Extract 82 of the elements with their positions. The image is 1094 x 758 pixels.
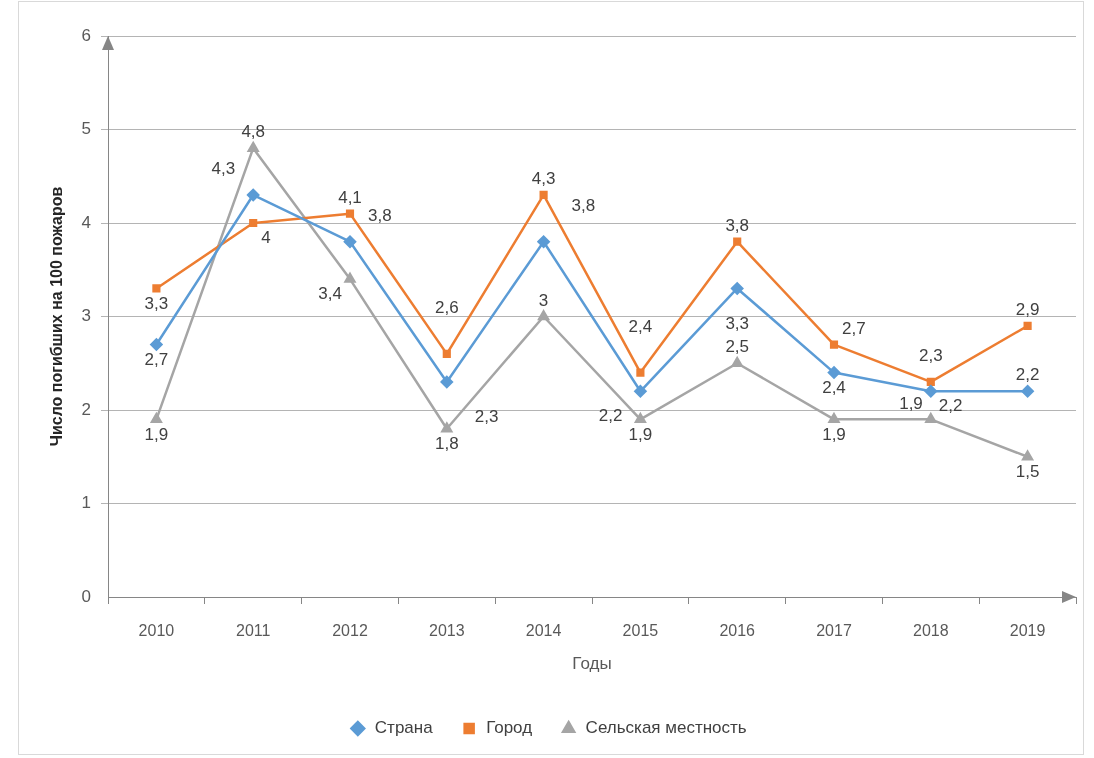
data-label: 1,8 [434, 433, 459, 453]
data-label: 3 [538, 290, 549, 310]
data-label: 3,4 [318, 284, 342, 304]
data-label: 3,8 [725, 215, 750, 235]
data-label: 1,9 [899, 393, 923, 413]
y-tick-label: 1 [81, 493, 91, 513]
point [1022, 450, 1034, 461]
point [925, 413, 937, 424]
point [924, 385, 938, 398]
x-tick-label: 2015 [622, 622, 659, 640]
data-label: 2,5 [725, 337, 750, 357]
y-axis-title: Число погибших на 100 пожаров [48, 186, 66, 447]
point [152, 284, 161, 293]
data-label: 2,6 [434, 298, 459, 318]
point [343, 235, 357, 248]
data-label: 2,2 [938, 396, 963, 416]
data-label: 1,5 [1015, 461, 1040, 481]
data-label: 1,9 [144, 424, 169, 444]
x-axis-title: Годы [572, 654, 612, 674]
x-tick-label: 2012 [332, 622, 368, 640]
legend-label: Страна [374, 718, 434, 738]
y-tick-label: 4 [81, 212, 91, 232]
x-tick-label: 2013 [429, 622, 465, 640]
y-tick-label: 5 [81, 119, 91, 139]
point [634, 413, 646, 424]
point [442, 349, 451, 358]
data-label: 1,9 [628, 424, 653, 444]
point [247, 141, 259, 152]
data-label: 2,7 [842, 318, 866, 338]
point [1023, 321, 1032, 330]
data-label: 4,3 [531, 169, 556, 189]
x-tick-label: 2018 [913, 622, 949, 640]
x-tick-label: 2011 [236, 622, 271, 640]
point [730, 282, 744, 295]
x-tick-label: 2010 [138, 622, 175, 640]
x-tick-label: 2019 [1009, 622, 1046, 640]
point [634, 385, 647, 398]
point [828, 413, 840, 424]
data-label: 2,4 [628, 316, 653, 336]
data-label: 2,2 [1015, 365, 1040, 385]
point [1021, 385, 1034, 398]
point [926, 377, 935, 387]
data-label: 3,3 [725, 313, 750, 333]
point [636, 368, 645, 377]
x-tick-label: 2016 [719, 622, 756, 640]
data-label: 4 [261, 228, 271, 248]
point [150, 413, 162, 424]
point [345, 209, 355, 218]
y-tick-label: 3 [81, 306, 91, 326]
point [441, 422, 453, 433]
data-label: 4,8 [241, 122, 266, 142]
point [539, 190, 548, 200]
point [440, 375, 454, 389]
point [249, 218, 258, 228]
point [344, 272, 356, 283]
point [827, 366, 841, 379]
legend-label: Город [486, 718, 533, 738]
data-label: 4,3 [211, 159, 236, 179]
point [246, 188, 260, 202]
x-tick-label: 2014 [525, 622, 562, 640]
data-label: 2,7 [144, 349, 169, 369]
y-tick-label: 6 [81, 25, 91, 45]
point [733, 237, 742, 246]
data-label: 3,3 [144, 293, 169, 313]
data-label: 2,9 [1015, 300, 1040, 320]
data-label: 3,8 [368, 205, 392, 225]
data-label: 2,2 [598, 406, 623, 426]
y-tick-label: 0 [81, 586, 91, 606]
point [731, 357, 743, 367]
point [537, 235, 550, 248]
legend-label: Сельская местность [585, 718, 747, 738]
x-tick-label: 2017 [816, 622, 852, 640]
data-label: 2,3 [918, 346, 943, 366]
data-label: 3,8 [571, 195, 596, 215]
point [538, 310, 550, 321]
data-label: 4,1 [338, 187, 362, 207]
point [150, 338, 163, 351]
point [829, 340, 839, 349]
data-label: 2,4 [822, 377, 846, 397]
y-tick-label: 2 [81, 399, 91, 419]
data-label: 2,3 [474, 407, 499, 427]
data-label: 1,9 [822, 424, 846, 444]
